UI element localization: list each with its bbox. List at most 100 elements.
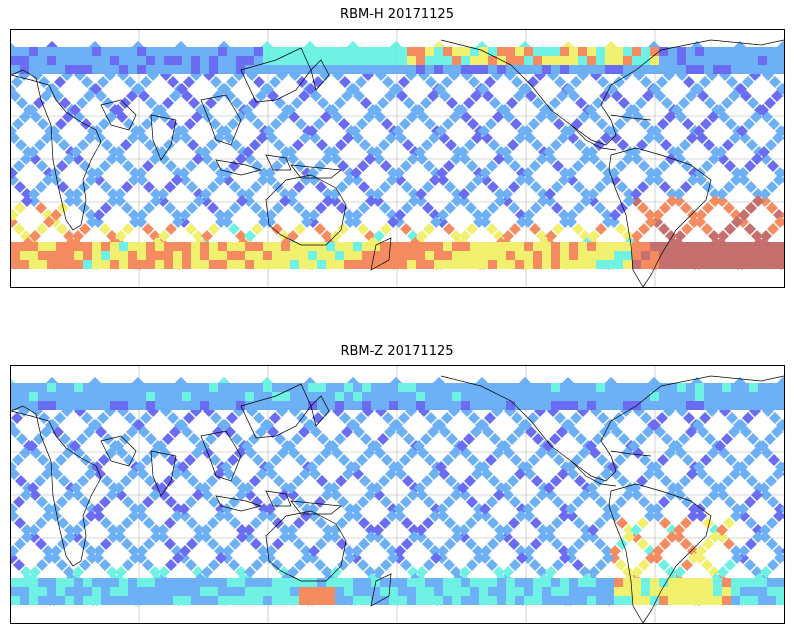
rbm-h-band-cell	[362, 242, 371, 251]
rbm-z-band-cell	[92, 578, 101, 587]
rbm-h-swath-cell	[638, 160, 650, 172]
rbm-z-swath-cell	[207, 538, 219, 550]
rbm-h-band-cell	[560, 47, 569, 56]
rbm-h-band-cell	[263, 260, 272, 269]
rbm-z-swath-cell	[671, 440, 683, 452]
rbm-z-band-cell	[740, 587, 749, 596]
rbm-z-band-cell	[443, 578, 452, 587]
rbm-h-swath-cell	[71, 195, 83, 207]
rbm-z-swath-cell	[198, 440, 210, 452]
rbm-h-swath-cell	[492, 111, 504, 123]
rbm-z-band-cell	[569, 578, 578, 587]
rbm-z-swath-cell	[408, 531, 420, 543]
rbm-z-band-cell	[335, 392, 344, 401]
rbm-h-band-cell	[11, 56, 20, 65]
rbm-z-swath-cell	[725, 454, 737, 466]
rbm-h-swath-cell	[271, 223, 283, 235]
rbm-z-band-cell	[200, 401, 209, 410]
rbm-z-swath-cell	[313, 454, 325, 466]
rbm-z-band-cell	[218, 401, 227, 410]
rbm-h-band-cell	[443, 242, 452, 251]
rbm-z-band-cell	[551, 587, 560, 596]
rbm-h-swath-cell	[606, 83, 618, 95]
rbm-h-swath-cell	[422, 202, 434, 214]
rbm-h-swath-cell	[77, 139, 89, 151]
rbm-h-swath-cell	[34, 139, 46, 151]
rbm-z-band-cell	[488, 587, 497, 596]
rbm-h-swath-cell	[228, 223, 240, 235]
rbm-z-swath-cell	[551, 517, 563, 529]
rbm-z-swath-cell	[274, 433, 286, 445]
rbm-z-band-cell	[578, 578, 587, 587]
rbm-z-band-cell	[641, 587, 650, 596]
rbm-h-swath-cell	[293, 202, 305, 214]
rbm-z-coastline-11	[440, 375, 784, 482]
rbm-h-band-cell	[461, 65, 470, 74]
rbm-h-swath-cell	[55, 118, 67, 130]
rbm-z-band-cell	[209, 392, 218, 401]
rbm-z-swath-cell	[746, 475, 758, 487]
rbm-h-band-cell	[380, 260, 389, 269]
rbm-h-swath-cell	[423, 223, 435, 235]
rbm-z-band-cell	[110, 596, 119, 605]
rbm-h-swath-cell	[244, 230, 256, 242]
rbm-h-swath-cell	[29, 230, 41, 242]
rbm-z-swath-cell	[40, 426, 52, 438]
rbm-z-band-cell	[236, 596, 245, 605]
rbm-z-swath-cell	[515, 510, 527, 522]
rbm-z-swath-cell	[155, 440, 167, 452]
rbm-h-band-cell	[668, 242, 677, 251]
rbm-z-band-cell	[623, 383, 632, 392]
rbm-z-swath-cell	[306, 461, 318, 473]
rbm-h-swath-cell	[594, 181, 606, 193]
rbm-z-band-cell	[164, 587, 173, 596]
rbm-z-swath-cell	[467, 454, 479, 466]
rbm-z-swath-cell	[510, 454, 522, 466]
rbm-h-band-cell	[20, 260, 29, 269]
rbm-h-swath-cell	[544, 195, 556, 207]
rbm-z-swath-cell	[464, 475, 476, 487]
rbm-z-swath-cell	[363, 447, 375, 459]
rbm-z-swath-cell	[143, 538, 155, 550]
rbm-z-swath-cell	[93, 545, 105, 557]
rbm-z-band-cell	[65, 383, 74, 392]
rbm-h-swath-cell	[537, 188, 549, 200]
rbm-h-band-cell	[191, 242, 200, 251]
rbm-h-band-cell	[533, 56, 542, 65]
rbm-z-band-cell	[56, 401, 65, 410]
rbm-h-band-cell	[470, 65, 479, 74]
rbm-h-band-cell	[362, 65, 371, 74]
rbm-z-swath-cell	[752, 524, 764, 536]
rbm-h-band-cell	[551, 242, 560, 251]
rbm-z-swath-cell	[291, 433, 303, 445]
rbm-z-swath-cell	[658, 559, 670, 571]
rbm-h-swath-cell	[673, 195, 685, 207]
rbm-h-swath-cell	[621, 111, 633, 123]
rbm-z-coastline-13	[610, 450, 652, 457]
rbm-h-swath-cell	[415, 195, 427, 207]
rbm-h-swath-cell	[535, 111, 547, 123]
rbm-h-swath-cell	[28, 188, 40, 200]
rbm-h-swath-cell	[416, 230, 428, 242]
rbm-z-band-cell	[254, 578, 263, 587]
rbm-h-band-cell	[137, 56, 146, 65]
rbm-z-swath-cell	[192, 489, 204, 501]
rbm-z-swath-cell	[637, 517, 649, 529]
rbm-h-band-cell	[92, 251, 101, 260]
rbm-z-swath-cell	[293, 517, 305, 529]
rbm-z-band-cell	[470, 383, 479, 392]
rbm-z-band-cell	[470, 587, 479, 596]
rbm-h-band-cell	[110, 47, 119, 56]
rbm-h-swath-cell	[764, 97, 776, 109]
rbm-h-swath-cell	[752, 195, 764, 207]
rbm-h-swath-cell	[21, 195, 33, 207]
rbm-h-band-cell	[227, 260, 236, 269]
rbm-h-swath-cell	[251, 160, 263, 172]
rbm-h-swath-cell	[487, 181, 499, 193]
rbm-z-band-cell	[479, 596, 488, 605]
rbm-h-swath-cell	[355, 76, 367, 88]
rbm-z-band-cell	[488, 596, 497, 605]
rbm-h-band-cell	[119, 251, 128, 260]
rbm-h-swath-cell	[206, 139, 218, 151]
rbm-z-swath-cell	[301, 552, 313, 564]
